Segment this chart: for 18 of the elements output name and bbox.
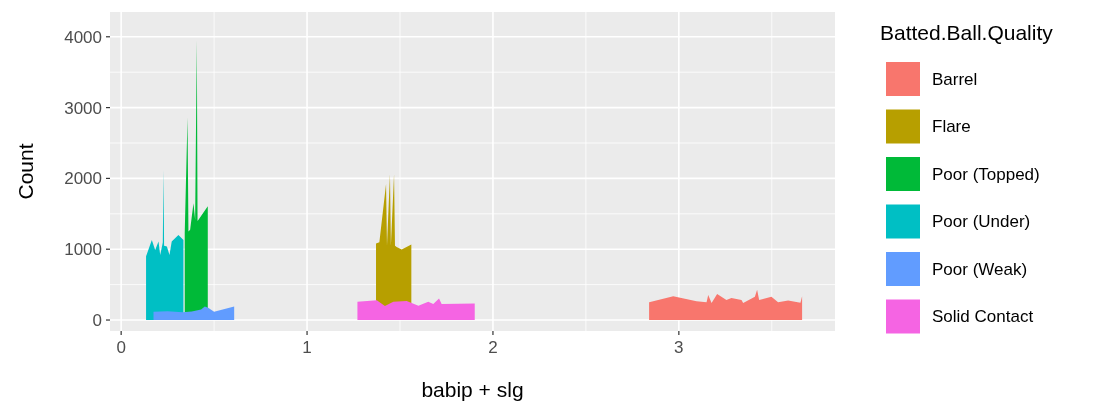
legend-label: Poor (Weak) (932, 259, 1028, 279)
legend-label: Barrel (932, 69, 978, 89)
legend-label: Flare (932, 117, 971, 137)
y-tick-label: 1000 (64, 240, 102, 260)
y-tick-label: 4000 (64, 27, 102, 47)
y-axis-title: Count (14, 143, 37, 200)
x-axis-title: babip + slg (421, 378, 524, 401)
y-tick-label: 3000 (64, 98, 102, 118)
legend-label: Poor (Under) (932, 212, 1031, 232)
x-tick-label: 3 (674, 338, 684, 357)
y-tick-label: 0 (92, 310, 102, 330)
y-tick-label: 2000 (64, 169, 102, 189)
legend-label: Poor (Topped) (932, 164, 1040, 184)
x-tick-label: 0 (116, 338, 126, 357)
x-tick-label: 2 (488, 338, 498, 357)
legend-title: Batted.Ball.Quality (880, 21, 1054, 44)
legend-label: Solid Contact (932, 307, 1034, 327)
x-tick-label: 1 (302, 338, 312, 357)
